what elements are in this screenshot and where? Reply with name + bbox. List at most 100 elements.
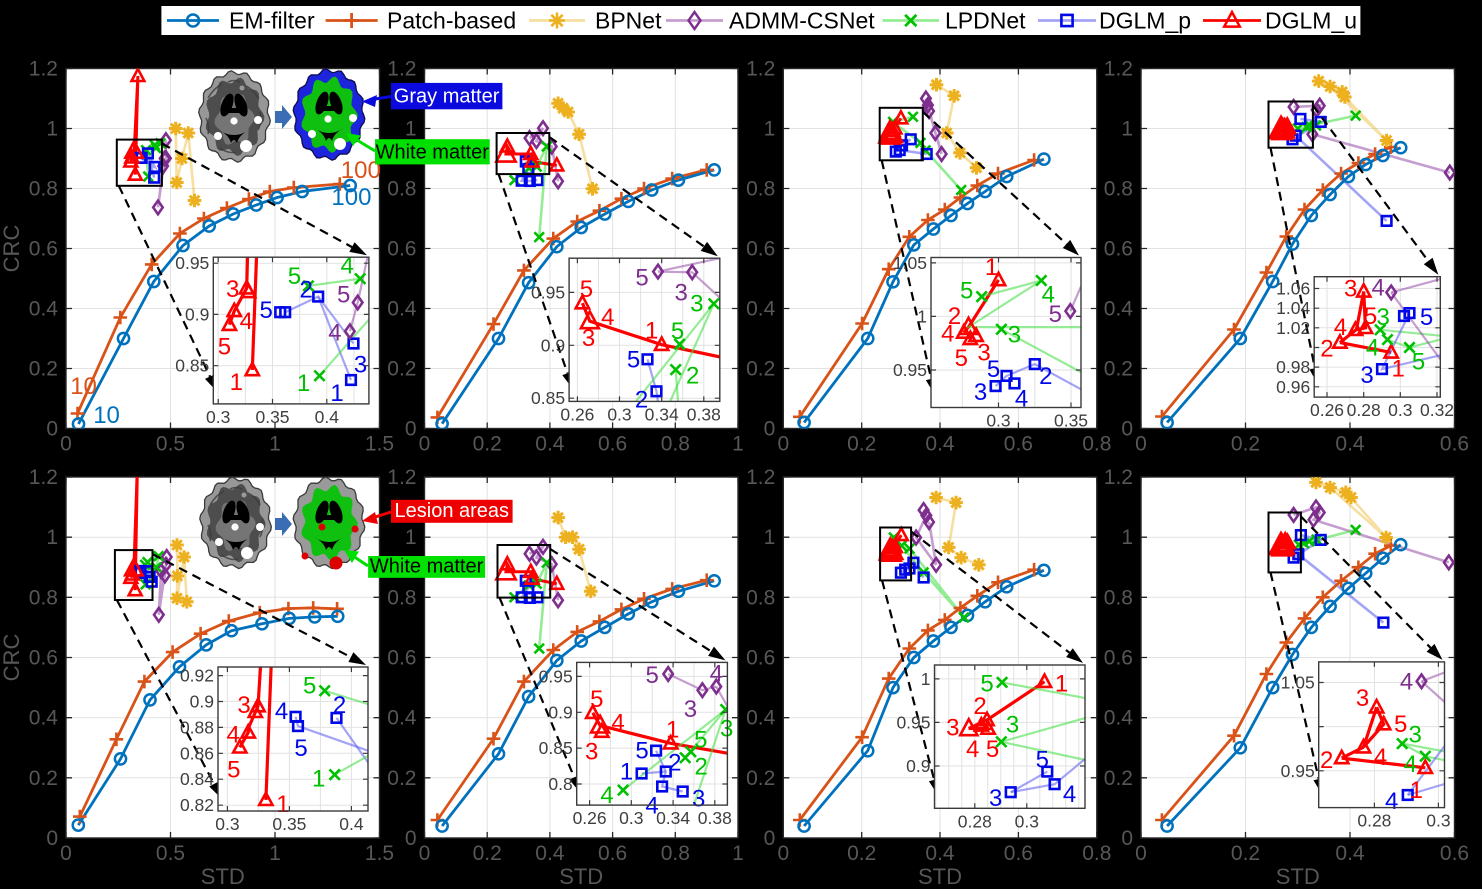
svg-text:0.4: 0.4 bbox=[339, 814, 364, 834]
svg-text:1: 1 bbox=[732, 433, 744, 456]
svg-text:5: 5 bbox=[1412, 349, 1425, 376]
svg-text:3: 3 bbox=[690, 291, 703, 318]
svg-text:1: 1 bbox=[764, 118, 776, 141]
svg-text:0.4: 0.4 bbox=[387, 298, 417, 321]
svg-text:0: 0 bbox=[405, 827, 417, 850]
svg-text:0.8: 0.8 bbox=[29, 178, 58, 201]
svg-text:5: 5 bbox=[635, 738, 648, 765]
svg-text:100: 100 bbox=[331, 184, 371, 211]
svg-text:0.2: 0.2 bbox=[473, 433, 502, 456]
svg-text:4: 4 bbox=[601, 304, 614, 331]
svg-text:0: 0 bbox=[764, 418, 776, 441]
svg-text:DGLM_u: DGLM_u bbox=[1265, 8, 1357, 34]
svg-text:CRC: CRC bbox=[0, 225, 24, 273]
svg-text:3: 3 bbox=[582, 325, 595, 352]
svg-text:1.2: 1.2 bbox=[1104, 466, 1133, 489]
svg-text:2: 2 bbox=[973, 693, 986, 720]
svg-text:1.05: 1.05 bbox=[893, 253, 927, 273]
svg-text:0.8: 0.8 bbox=[1104, 586, 1133, 609]
svg-text:White matter: White matter bbox=[370, 556, 484, 578]
svg-text:0.86: 0.86 bbox=[180, 743, 214, 763]
svg-text:4: 4 bbox=[1063, 781, 1076, 808]
svg-text:0.82: 0.82 bbox=[180, 795, 214, 815]
svg-text:5: 5 bbox=[1364, 303, 1377, 330]
svg-text:0.96: 0.96 bbox=[1276, 377, 1310, 397]
svg-text:2: 2 bbox=[300, 277, 313, 304]
svg-text:0.2: 0.2 bbox=[29, 767, 58, 790]
svg-text:4: 4 bbox=[1334, 314, 1347, 341]
svg-text:0: 0 bbox=[419, 433, 431, 456]
svg-text:1.06: 1.06 bbox=[1276, 279, 1310, 299]
svg-text:0: 0 bbox=[777, 433, 789, 456]
svg-text:0: 0 bbox=[46, 827, 58, 850]
svg-text:0.26: 0.26 bbox=[560, 404, 594, 424]
svg-text:3: 3 bbox=[1008, 321, 1021, 348]
svg-text:4: 4 bbox=[275, 698, 288, 725]
svg-text:CRC: CRC bbox=[0, 634, 24, 682]
svg-text:4: 4 bbox=[1404, 751, 1417, 778]
svg-text:1.04: 1.04 bbox=[1276, 298, 1310, 318]
svg-text:0.6: 0.6 bbox=[1104, 238, 1133, 261]
svg-text:0.4: 0.4 bbox=[29, 707, 59, 730]
svg-text:0.4: 0.4 bbox=[1104, 298, 1134, 321]
svg-text:5: 5 bbox=[694, 727, 707, 754]
svg-text:0.84: 0.84 bbox=[180, 769, 214, 789]
svg-text:5: 5 bbox=[580, 276, 593, 303]
svg-text:2: 2 bbox=[1320, 336, 1333, 363]
svg-text:1.02: 1.02 bbox=[1276, 318, 1310, 338]
svg-text:0.9: 0.9 bbox=[906, 756, 930, 776]
svg-text:1.2: 1.2 bbox=[387, 58, 416, 81]
svg-text:5: 5 bbox=[337, 282, 350, 309]
svg-text:0.8: 0.8 bbox=[1104, 178, 1133, 201]
svg-text:0.26: 0.26 bbox=[573, 808, 607, 828]
svg-text:0: 0 bbox=[777, 842, 789, 865]
svg-text:0.38: 0.38 bbox=[698, 808, 732, 828]
svg-text:0.95: 0.95 bbox=[175, 253, 209, 273]
svg-text:0.9: 0.9 bbox=[548, 702, 572, 722]
svg-text:0.6: 0.6 bbox=[598, 433, 627, 456]
svg-text:0.8: 0.8 bbox=[387, 178, 416, 201]
svg-text:0.95: 0.95 bbox=[531, 282, 565, 302]
svg-text:1.2: 1.2 bbox=[29, 58, 58, 81]
svg-text:100: 100 bbox=[341, 157, 381, 184]
svg-text:4: 4 bbox=[966, 736, 979, 763]
svg-text:0.2: 0.2 bbox=[746, 767, 775, 790]
svg-text:0.9: 0.9 bbox=[185, 304, 209, 324]
svg-text:0.6: 0.6 bbox=[1440, 433, 1469, 456]
svg-text:5: 5 bbox=[671, 318, 684, 345]
svg-text:1: 1 bbox=[985, 254, 998, 281]
svg-text:1: 1 bbox=[1392, 355, 1405, 382]
svg-text:5: 5 bbox=[303, 673, 316, 700]
svg-text:0.95: 0.95 bbox=[896, 712, 930, 732]
svg-text:0.2: 0.2 bbox=[1231, 842, 1260, 865]
svg-text:0.34: 0.34 bbox=[656, 808, 690, 828]
svg-text:0.4: 0.4 bbox=[746, 298, 776, 321]
svg-text:5: 5 bbox=[635, 265, 648, 292]
svg-text:0.2: 0.2 bbox=[473, 842, 502, 865]
svg-text:3: 3 bbox=[1356, 685, 1369, 712]
svg-text:5: 5 bbox=[294, 735, 307, 762]
svg-text:0: 0 bbox=[60, 842, 72, 865]
svg-text:1: 1 bbox=[764, 526, 776, 549]
svg-text:0.3: 0.3 bbox=[206, 407, 230, 427]
svg-text:4: 4 bbox=[1400, 668, 1413, 695]
svg-text:2: 2 bbox=[686, 363, 699, 390]
svg-text:4: 4 bbox=[645, 793, 658, 820]
svg-text:5: 5 bbox=[980, 670, 993, 697]
svg-text:STD: STD bbox=[918, 864, 962, 889]
svg-text:0.4: 0.4 bbox=[925, 842, 955, 865]
svg-text:3: 3 bbox=[1409, 722, 1422, 749]
svg-text:0: 0 bbox=[60, 433, 72, 456]
svg-text:0.85: 0.85 bbox=[531, 388, 565, 408]
svg-text:10: 10 bbox=[93, 402, 120, 429]
svg-text:0.95: 0.95 bbox=[539, 666, 573, 686]
svg-text:4: 4 bbox=[328, 319, 341, 346]
svg-text:1.2: 1.2 bbox=[746, 58, 775, 81]
svg-text:0.4: 0.4 bbox=[535, 842, 565, 865]
svg-text:0.4: 0.4 bbox=[29, 298, 59, 321]
svg-text:2: 2 bbox=[635, 386, 648, 413]
svg-text:0.28: 0.28 bbox=[1357, 811, 1391, 831]
svg-text:5: 5 bbox=[646, 662, 659, 689]
svg-text:3: 3 bbox=[1377, 304, 1390, 331]
svg-text:0.4: 0.4 bbox=[925, 433, 955, 456]
